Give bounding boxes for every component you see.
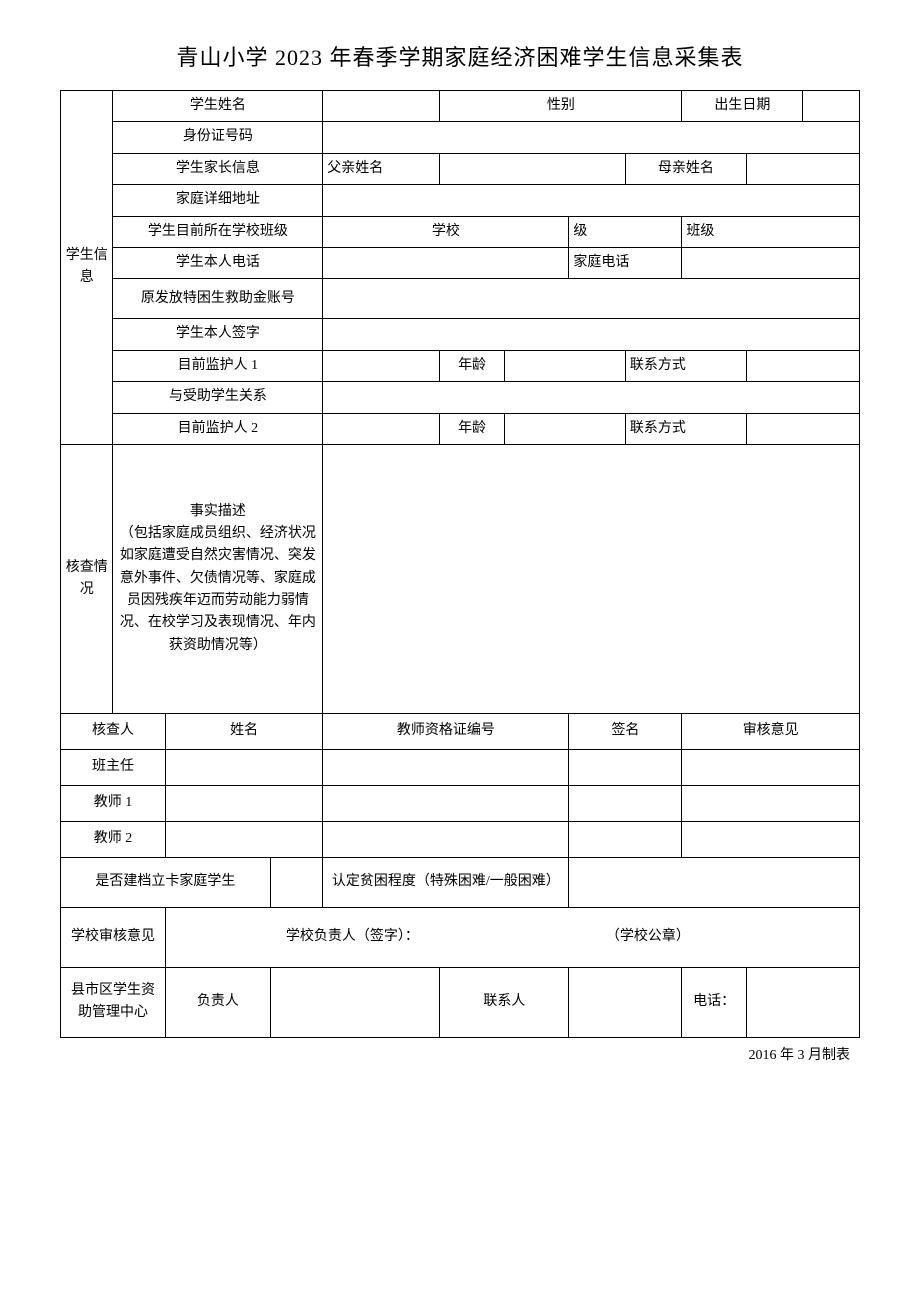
field-headteacher-opinion[interactable]: [682, 749, 860, 785]
label-headteacher: 班主任: [61, 749, 166, 785]
field-teacher1-cert[interactable]: [323, 785, 569, 821]
field-address[interactable]: [323, 185, 860, 216]
field-registered[interactable]: [270, 857, 322, 907]
label-fact-desc: 事实描述 （包括家庭成员组织、经济状况如家庭遭受自然灾害情况、突发意外事件、欠债…: [113, 444, 323, 713]
label-student-name: 学生姓名: [113, 91, 323, 122]
label-signature: 签名: [569, 713, 682, 749]
label-guardian1: 目前监护人 1: [113, 350, 323, 381]
label-class: 班级: [682, 216, 860, 247]
field-guardian2-name[interactable]: [323, 413, 440, 444]
label-teacher2: 教师 2: [61, 821, 166, 857]
label-grade: 级: [569, 216, 682, 247]
field-contact2[interactable]: [746, 413, 859, 444]
label-home-phone: 家庭电话: [569, 247, 682, 278]
label-leader: 负责人: [165, 967, 270, 1037]
form-table: 学生信息 学生姓名 性别 出生日期 身份证号码 学生家长信息 父亲姓名 母亲姓名…: [60, 90, 860, 1038]
label-address: 家庭详细地址: [113, 185, 323, 216]
label-relation: 与受助学生关系: [113, 382, 323, 413]
label-aid-account: 原发放特困生救助金账号: [113, 279, 323, 319]
field-poverty-level[interactable]: [569, 857, 860, 907]
field-birthdate[interactable]: [803, 91, 860, 122]
field-headteacher-sign[interactable]: [569, 749, 682, 785]
label-age1: 年龄: [440, 350, 505, 381]
field-aid-account[interactable]: [323, 279, 860, 319]
field-id-number[interactable]: [323, 122, 860, 153]
label-phone: 电话：: [682, 967, 747, 1037]
field-mother-name[interactable]: [746, 153, 859, 184]
label-father-name: 父亲姓名: [323, 153, 440, 184]
label-school: 学校: [323, 216, 569, 247]
label-county-center: 县市区学生资助管理中心: [61, 967, 166, 1037]
field-student-name[interactable]: [323, 91, 440, 122]
field-home-phone[interactable]: [682, 247, 860, 278]
field-school-opinion[interactable]: 学校负责人（签字）： （学校公章）: [165, 907, 859, 967]
field-headteacher-cert[interactable]: [323, 749, 569, 785]
field-teacher1-name[interactable]: [165, 785, 322, 821]
label-current-school-class: 学生目前所在学校班级: [113, 216, 323, 247]
label-poverty-level: 认定贫困程度（特殊困难/一般困难）: [323, 857, 569, 907]
field-contact-person[interactable]: [569, 967, 682, 1037]
field-headteacher-name[interactable]: [165, 749, 322, 785]
field-phone[interactable]: [746, 967, 859, 1037]
field-teacher2-sign[interactable]: [569, 821, 682, 857]
field-student-sign[interactable]: [323, 319, 860, 350]
label-birthdate: 出生日期: [682, 91, 803, 122]
label-id-number: 身份证号码: [113, 122, 323, 153]
label-contact1: 联系方式: [625, 350, 746, 381]
field-teacher2-name[interactable]: [165, 821, 322, 857]
label-school-leader-sign: 学校负责人（签字）：: [286, 929, 419, 944]
field-guardian1-name[interactable]: [323, 350, 440, 381]
section-verify: 核查情况: [61, 444, 113, 713]
field-student-phone[interactable]: [323, 247, 569, 278]
label-registered: 是否建档立卡家庭学生: [61, 857, 271, 907]
label-parent-info: 学生家长信息: [113, 153, 323, 184]
field-teacher1-sign[interactable]: [569, 785, 682, 821]
field-age1[interactable]: [504, 350, 625, 381]
label-mother-name: 母亲姓名: [625, 153, 746, 184]
field-teacher2-opinion[interactable]: [682, 821, 860, 857]
label-teacher-cert: 教师资格证编号: [323, 713, 569, 749]
field-contact1[interactable]: [746, 350, 859, 381]
label-review-opinion: 审核意见: [682, 713, 860, 749]
section-student-info: 学生信息: [61, 91, 113, 445]
field-teacher1-opinion[interactable]: [682, 785, 860, 821]
label-guardian2: 目前监护人 2: [113, 413, 323, 444]
page-title: 青山小学 2023 年春季学期家庭经济困难学生信息采集表: [60, 40, 860, 72]
field-father-name[interactable]: [440, 153, 626, 184]
label-verifier: 核查人: [61, 713, 166, 749]
label-student-sign: 学生本人签字: [113, 319, 323, 350]
field-fact-desc[interactable]: [323, 444, 860, 713]
field-age2[interactable]: [504, 413, 625, 444]
label-school-seal: （学校公章）: [606, 929, 690, 944]
label-school-opinion: 学校审核意见: [61, 907, 166, 967]
label-contact-person: 联系人: [440, 967, 569, 1037]
field-leader[interactable]: [270, 967, 439, 1037]
footer-date: 2016 年 3 月制表: [60, 1044, 860, 1064]
field-relation[interactable]: [323, 382, 860, 413]
label-student-phone: 学生本人电话: [113, 247, 323, 278]
label-gender: 性别: [440, 91, 682, 122]
label-name: 姓名: [165, 713, 322, 749]
label-teacher1: 教师 1: [61, 785, 166, 821]
field-teacher2-cert[interactable]: [323, 821, 569, 857]
label-age2: 年龄: [440, 413, 505, 444]
label-contact2: 联系方式: [625, 413, 746, 444]
